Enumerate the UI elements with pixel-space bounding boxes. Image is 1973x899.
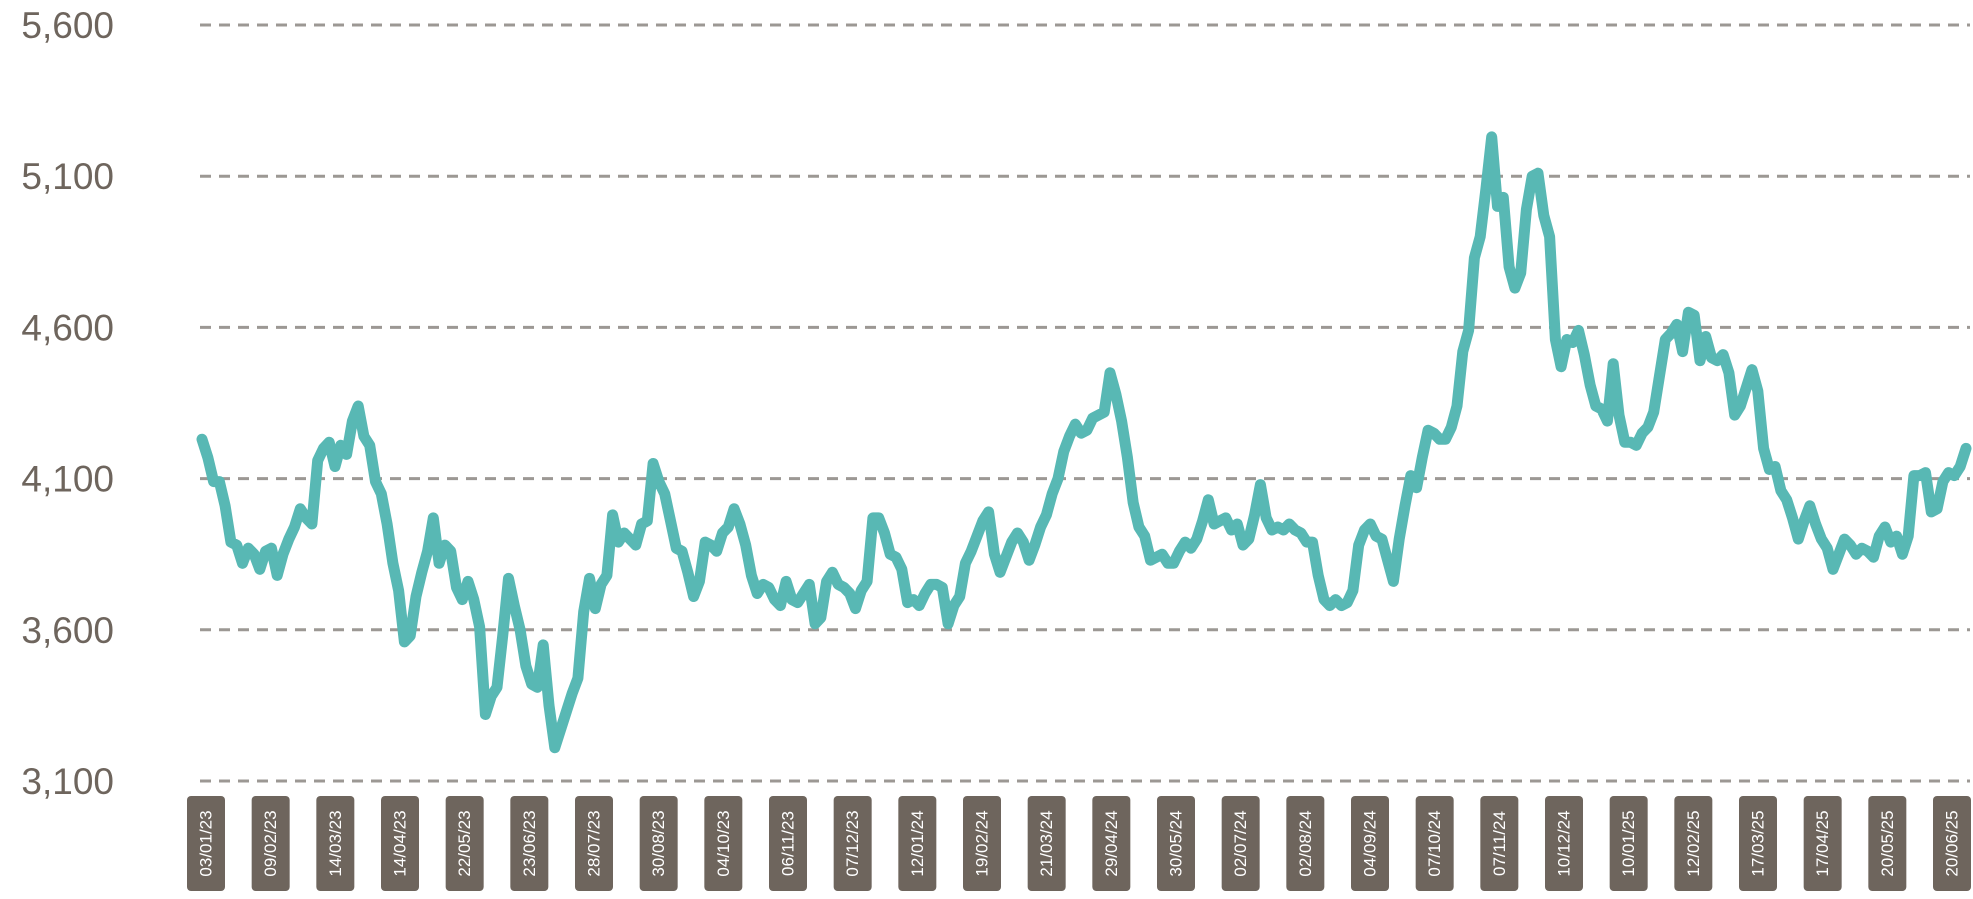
x-tick-label: 03/01/23 (197, 810, 216, 876)
x-tick: 02/08/24 (1286, 796, 1325, 891)
x-tick-box (963, 796, 1001, 891)
x-tick-box (1480, 796, 1519, 891)
x-tick-box (445, 796, 484, 891)
x-tick-box (1803, 796, 1842, 891)
x-tick-label: 07/12/23 (843, 810, 862, 876)
x-tick-label: 17/03/25 (1749, 810, 1768, 876)
x-tick: 22/05/23 (445, 796, 484, 891)
x-tick-label: 22/05/23 (455, 810, 474, 876)
x-tick-box (187, 796, 225, 891)
x-tick-label: 14/04/23 (391, 810, 410, 876)
x-axis-tick-labels: 03/01/23 09/02/23 14/03/23 14/04/23 22/05/23… (187, 796, 1971, 891)
x-tick: 14/04/23 (381, 796, 419, 891)
y-tick-label: 4,600 (21, 307, 114, 348)
x-tick: 17/03/25 (1739, 796, 1777, 891)
x-tick-label: 10/12/24 (1555, 810, 1574, 876)
x-tick-label: 14/03/23 (326, 810, 345, 876)
series-line-price (196, 131, 1972, 754)
x-tick: 30/05/24 (1157, 796, 1195, 891)
y-tick-label: 4,100 (21, 459, 114, 500)
x-tick-box (1933, 796, 1971, 891)
x-tick-label: 30/08/23 (649, 810, 668, 876)
x-tick-box (1868, 796, 1907, 891)
x-tick-label: 28/07/23 (585, 810, 604, 876)
x-tick-box (833, 796, 872, 891)
x-tick: 29/04/24 (1092, 796, 1131, 891)
x-tick: 28/07/23 (575, 796, 613, 891)
x-tick-box (1027, 796, 1066, 891)
x-tick: 23/06/23 (510, 796, 549, 891)
x-tick-label: 04/10/23 (714, 810, 733, 876)
x-tick-label: 07/10/24 (1425, 810, 1444, 876)
x-tick-box (704, 796, 743, 891)
x-tick: 20/05/25 (1868, 796, 1907, 891)
y-tick-label: 3,100 (21, 761, 114, 802)
x-tick: 07/12/23 (833, 796, 872, 891)
x-tick-label: 10/01/25 (1619, 810, 1638, 876)
y-tick-label: 3,600 (21, 610, 114, 651)
x-tick: 09/02/23 (251, 796, 290, 891)
x-tick-label: 02/07/24 (1231, 810, 1250, 876)
y-tick-label: 5,600 (21, 5, 114, 46)
x-tick: 17/04/25 (1803, 796, 1842, 891)
x-tick-box (898, 796, 937, 891)
x-tick-label: 09/02/23 (261, 810, 280, 876)
x-tick: 10/12/24 (1545, 796, 1583, 891)
x-tick-box (639, 796, 678, 891)
x-tick: 12/02/25 (1674, 796, 1713, 891)
x-tick-label: 12/01/24 (908, 810, 927, 876)
x-tick-label: 20/06/25 (1943, 810, 1962, 876)
x-tick-box (1545, 796, 1583, 891)
x-tick: 19/02/24 (963, 796, 1001, 891)
x-tick: 20/06/25 (1933, 796, 1971, 891)
x-tick-label: 07/11/24 (1490, 811, 1509, 876)
x-tick-box (1739, 796, 1777, 891)
x-tick: 02/07/24 (1221, 796, 1260, 891)
x-tick-label: 30/05/24 (1167, 810, 1186, 876)
grid-lines (200, 23, 1970, 783)
x-tick-label: 12/02/25 (1684, 810, 1703, 876)
x-tick-box (1092, 796, 1131, 891)
x-tick: 04/09/24 (1351, 796, 1389, 891)
y-tick-label: 5,100 (21, 156, 114, 197)
x-tick-box (1609, 796, 1648, 891)
x-tick-box (510, 796, 549, 891)
x-tick: 21/03/24 (1027, 796, 1066, 891)
x-tick-label: 20/05/25 (1878, 810, 1897, 876)
x-tick-box (1157, 796, 1195, 891)
y-axis-tick-labels: 3,100 3,600 4,100 4,600 5,100 5,600 (21, 5, 114, 802)
x-tick-box (381, 796, 419, 891)
x-tick-label: 21/03/24 (1037, 810, 1056, 876)
x-tick: 10/01/25 (1609, 796, 1648, 891)
x-tick-box (1674, 796, 1713, 891)
x-tick: 07/11/24 (1480, 796, 1519, 891)
x-tick-label: 17/04/25 (1813, 810, 1832, 876)
x-tick-label: 02/08/24 (1296, 810, 1315, 876)
x-tick-label: 19/02/24 (973, 810, 992, 876)
x-tick-box (251, 796, 290, 891)
x-tick: 04/10/23 (704, 796, 743, 891)
x-tick: 12/01/24 (898, 796, 937, 891)
x-tick-label: 23/06/23 (520, 810, 539, 876)
x-tick-label: 29/04/24 (1102, 810, 1121, 876)
x-tick: 06/11/23 (769, 796, 807, 891)
x-tick-box (1286, 796, 1325, 891)
x-tick-box (316, 796, 355, 891)
x-tick-box (1415, 796, 1454, 891)
x-tick-box (1351, 796, 1389, 891)
x-tick-box (769, 796, 807, 891)
x-tick-label: 06/11/23 (779, 811, 798, 876)
series-group (196, 131, 1972, 754)
x-tick-label: 04/09/24 (1361, 810, 1380, 876)
x-tick: 30/08/23 (639, 796, 678, 891)
x-tick: 07/10/24 (1415, 796, 1454, 891)
x-tick: 03/01/23 (187, 796, 225, 891)
x-tick: 14/03/23 (316, 796, 355, 891)
x-tick-box (575, 796, 613, 891)
x-tick-box (1221, 796, 1260, 891)
